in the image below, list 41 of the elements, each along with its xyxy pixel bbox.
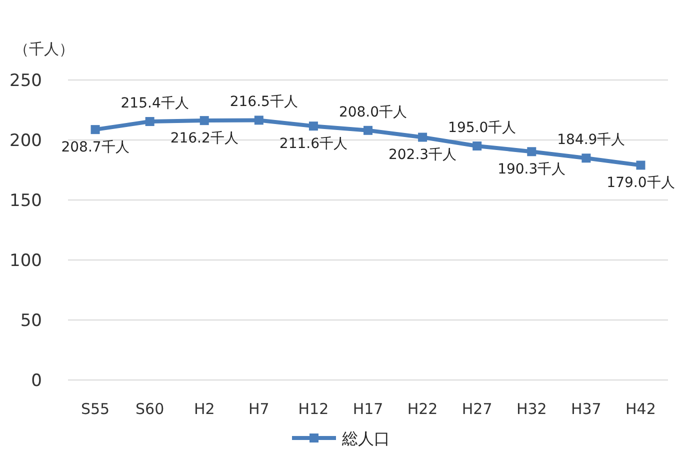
- point: [200, 116, 209, 126]
- x-tick-label: H37: [570, 400, 602, 418]
- data-label: 216.5千人: [230, 94, 298, 110]
- data-label: 208.0千人: [338, 104, 408, 120]
- x-tick-label: H7: [248, 400, 270, 418]
- x-tick-label: S55: [80, 400, 110, 418]
- point: [418, 132, 428, 142]
- x-tick-label: H2: [194, 400, 215, 418]
- y-tick-label: 0: [31, 371, 42, 391]
- point: [472, 142, 482, 150]
- y-tick-label: 50: [20, 311, 42, 331]
- x-tick-label: H32: [516, 400, 547, 418]
- point: [90, 125, 100, 134]
- x-tick-label: H17: [352, 400, 384, 418]
- y-tick-label: 100: [10, 251, 42, 271]
- data-label: 208.7千人: [61, 140, 130, 156]
- data-label: 215.4千人: [120, 96, 189, 112]
- y-tick-label: 250: [10, 71, 42, 91]
- point: [254, 116, 264, 125]
- y-tick-label: 200: [10, 131, 42, 151]
- point: [364, 126, 372, 135]
- y-tick-label: 150: [10, 191, 42, 211]
- point: [527, 147, 536, 156]
- legend-label: 総人口: [341, 429, 390, 448]
- x-tick-label: H22: [407, 400, 438, 418]
- data-label: 211.6千人: [279, 136, 348, 152]
- data-label: 190.3千人: [498, 162, 566, 178]
- point: [308, 122, 318, 131]
- y-axis-title: （千人）: [14, 40, 74, 58]
- data-label: 202.3千人: [388, 147, 457, 164]
- point: [636, 160, 646, 170]
- point: [582, 154, 591, 163]
- x-tick-label: H12: [298, 400, 329, 418]
- x-tick-label: H42: [626, 400, 656, 418]
- point: [145, 117, 154, 126]
- data-label: 216.2千人: [170, 130, 238, 147]
- data-label: 195.0千人: [448, 120, 516, 136]
- data-label: 179.0千人: [606, 175, 675, 192]
- data-label: 184.9千人: [557, 132, 626, 148]
- x-tick-label: S60: [136, 400, 164, 418]
- x-tick-label: H27: [462, 400, 492, 418]
